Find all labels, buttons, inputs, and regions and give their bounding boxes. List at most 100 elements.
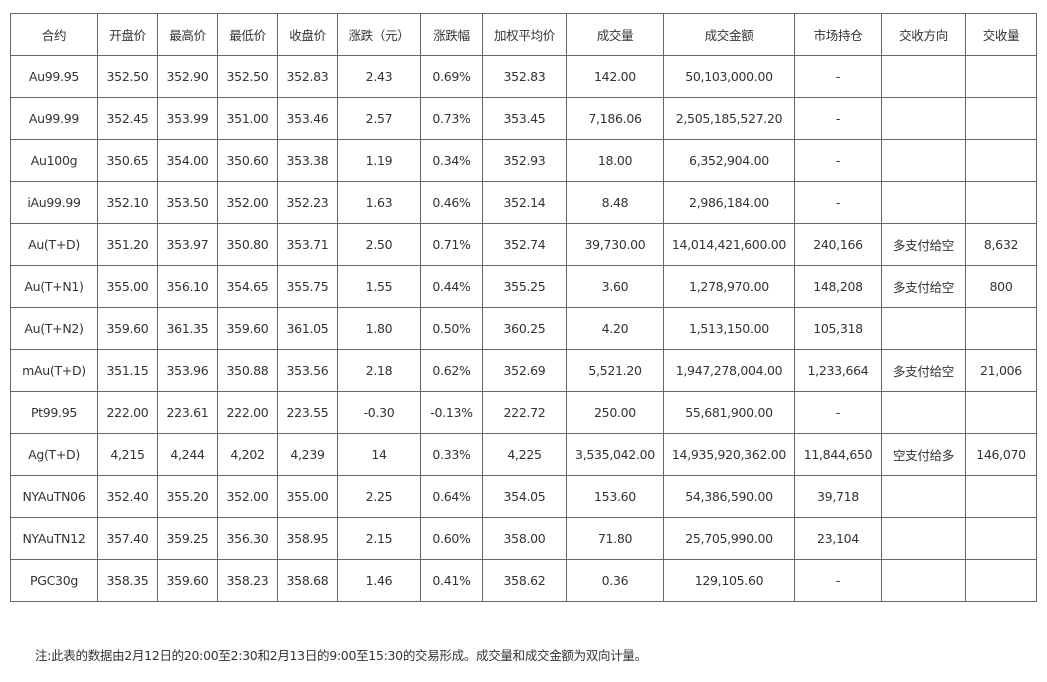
table-cell: 55,681,900.00	[663, 391, 795, 434]
table-cell	[881, 307, 966, 350]
table-cell	[881, 55, 966, 98]
table-cell: 0.64%	[420, 475, 483, 518]
table-cell: Au100g	[10, 139, 98, 182]
table-row: Au(T+D) 351.20 353.97 350.80 353.71 2.50 0.71%…	[10, 223, 1037, 266]
table-cell: 39,718	[794, 475, 882, 518]
table-row: Au(T+N1) 355.00 356.10 354.65 355.75 1.55 0.44…	[10, 265, 1037, 308]
table-cell	[965, 475, 1037, 518]
table-cell	[881, 391, 966, 434]
table-cell: 14	[337, 433, 421, 476]
table-cell: 129,105.60	[663, 559, 795, 602]
table-cell: 222.00	[217, 391, 278, 434]
table-cell: 353.45	[482, 97, 567, 140]
table-cell: iAu99.99	[10, 181, 98, 224]
table-cell: 0.34%	[420, 139, 483, 182]
table-cell: 3.60	[566, 265, 664, 308]
table-cell: -0.30	[337, 391, 421, 434]
table-cell	[965, 139, 1037, 182]
table-cell: -	[794, 139, 882, 182]
table-cell	[881, 559, 966, 602]
table-cell: 355.20	[157, 475, 218, 518]
table-cell: mAu(T+D)	[10, 349, 98, 392]
table-cell: 352.00	[217, 475, 278, 518]
table-cell: 359.60	[157, 559, 218, 602]
table-cell: 14,014,421,600.00	[663, 223, 795, 266]
table-cell: 352.93	[482, 139, 567, 182]
table-cell: 0.41%	[420, 559, 483, 602]
table-cell: -	[794, 55, 882, 98]
table-cell: 353.46	[277, 97, 338, 140]
table-cell: 7,186.06	[566, 97, 664, 140]
table-cell: 11,844,650	[794, 433, 882, 476]
table-cell: Au(T+N2)	[10, 307, 98, 350]
table-cell: 54,386,590.00	[663, 475, 795, 518]
table-cell: 359.60	[97, 307, 158, 350]
table-cell: 354.65	[217, 265, 278, 308]
table-cell	[965, 97, 1037, 140]
table-cell: 0.60%	[420, 517, 483, 560]
table-row: PGC30g 358.35 359.60 358.23 358.68 1.46 0.41% 3…	[10, 559, 1037, 602]
table-cell	[965, 55, 1037, 98]
table-row: Pt99.95 222.00 223.61 222.00 223.55 -0.30 -0.1…	[10, 391, 1037, 434]
table-cell: 356.30	[217, 517, 278, 560]
table-row: NYAuTN06 352.40 355.20 352.00 355.00 2.25 0.64…	[10, 475, 1037, 518]
table-cell: 353.71	[277, 223, 338, 266]
table-cell: 2.43	[337, 55, 421, 98]
table-cell: 352.83	[482, 55, 567, 98]
table-row: mAu(T+D) 351.15 353.96 350.88 353.56 2.18 0.62…	[10, 349, 1037, 392]
table-cell: 4,202	[217, 433, 278, 476]
table-cell: 1,947,278,004.00	[663, 349, 795, 392]
table-cell: 240,166	[794, 223, 882, 266]
table-cell: 355.75	[277, 265, 338, 308]
table-cell: 350.65	[97, 139, 158, 182]
table-cell: 352.83	[277, 55, 338, 98]
table-row: Ag(T+D) 4,215 4,244 4,202 4,239 14 0.33% 4,225 3…	[10, 433, 1037, 476]
table-cell: -	[794, 97, 882, 140]
table-cell: 358.00	[482, 517, 567, 560]
table-cell: 350.60	[217, 139, 278, 182]
table-cell: 105,318	[794, 307, 882, 350]
table-cell: 350.80	[217, 223, 278, 266]
table-cell: 0.71%	[420, 223, 483, 266]
header-cell: 收盘价	[277, 13, 338, 56]
table-cell	[881, 181, 966, 224]
table-cell: PGC30g	[10, 559, 98, 602]
table-cell: 空支付给多	[881, 433, 966, 476]
table-cell: 39,730.00	[566, 223, 664, 266]
table-cell: 2.18	[337, 349, 421, 392]
table-cell: 359.60	[217, 307, 278, 350]
table-cell: 352.45	[97, 97, 158, 140]
table-cell: 153.60	[566, 475, 664, 518]
table-cell: 1.80	[337, 307, 421, 350]
table-cell: 0.44%	[420, 265, 483, 308]
table-cell: 222.00	[97, 391, 158, 434]
table-cell: 0.33%	[420, 433, 483, 476]
table-cell	[881, 139, 966, 182]
table-cell: 351.20	[97, 223, 158, 266]
header-cell: 市场持仓	[794, 13, 882, 56]
table-cell: 352.00	[217, 181, 278, 224]
table-cell: Au99.95	[10, 55, 98, 98]
table-cell: 358.23	[217, 559, 278, 602]
table-cell	[965, 391, 1037, 434]
table-cell: 351.15	[97, 349, 158, 392]
table-cell: 0.36	[566, 559, 664, 602]
table-cell: 358.35	[97, 559, 158, 602]
table-row: Au99.95 352.50 352.90 352.50 352.83 2.43 0.69%…	[10, 55, 1037, 98]
table-cell	[881, 475, 966, 518]
table-cell: 358.62	[482, 559, 567, 602]
table-cell: 358.68	[277, 559, 338, 602]
header-cell: 最低价	[217, 13, 278, 56]
table-cell: 0.46%	[420, 181, 483, 224]
table-cell: 360.25	[482, 307, 567, 350]
table-cell: 2.15	[337, 517, 421, 560]
table-cell: 8.48	[566, 181, 664, 224]
header-cell: 开盘价	[97, 13, 158, 56]
table-cell: 148,208	[794, 265, 882, 308]
table-cell: 4.20	[566, 307, 664, 350]
table-cell: 2.25	[337, 475, 421, 518]
table-cell: 多支付给空	[881, 223, 966, 266]
table-cell: NYAuTN12	[10, 517, 98, 560]
table-cell: 50,103,000.00	[663, 55, 795, 98]
table-cell: 1.46	[337, 559, 421, 602]
